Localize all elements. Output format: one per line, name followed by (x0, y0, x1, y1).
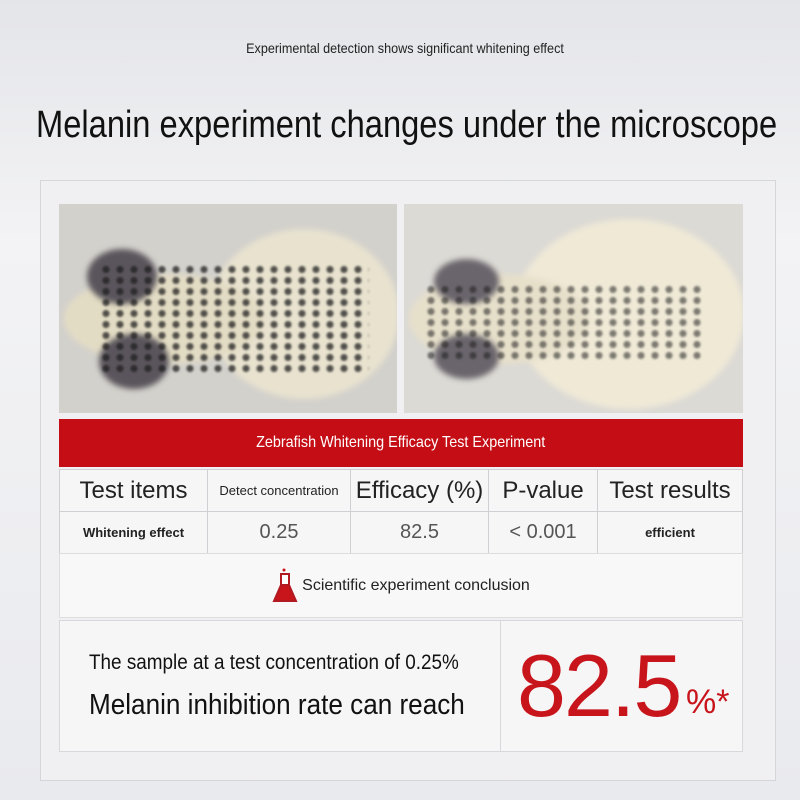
microscope-image-after (404, 204, 743, 413)
result-line-1: The sample at a test concentration of 0.… (89, 651, 459, 674)
header-detect-concentration: Detect concentration (207, 469, 351, 512)
cell-concentration: 0.25 (207, 511, 351, 554)
cell-test-result: efficient (597, 511, 743, 554)
flask-icon (272, 568, 298, 602)
table-row: Whitening effect 0.25 82.5 < 0.001 effic… (59, 511, 743, 554)
subtitle: Experimental detection shows significant… (246, 40, 564, 56)
conclusion-header: Scientific experiment conclusion (59, 553, 743, 618)
result-unit: %* (686, 683, 730, 721)
table-header-row: Test items Detect concentration Efficacy… (59, 469, 743, 512)
page-title: Melanin experiment changes under the mic… (36, 104, 778, 146)
conclusion-label: Scientific experiment conclusion (302, 576, 530, 594)
cell-test-item: Whitening effect (59, 511, 208, 554)
result-value: 82.5 (517, 636, 682, 735)
header-efficacy: Efficacy (%) (350, 469, 489, 512)
results-table: Test items Detect concentration Efficacy… (59, 469, 743, 554)
result-box: The sample at a test concentration of 0.… (59, 620, 743, 752)
cell-p-value: < 0.001 (488, 511, 598, 554)
cell-efficacy: 82.5 (350, 511, 489, 554)
experiment-banner: Zebrafish Whitening Efficacy Test Experi… (59, 419, 743, 467)
header-test-items: Test items (59, 469, 208, 512)
header-test-results: Test results (597, 469, 743, 512)
result-line-2: Melanin inhibition rate can reach (89, 689, 465, 721)
microscope-image-before (59, 204, 397, 413)
header-p-value: P-value (488, 469, 598, 512)
